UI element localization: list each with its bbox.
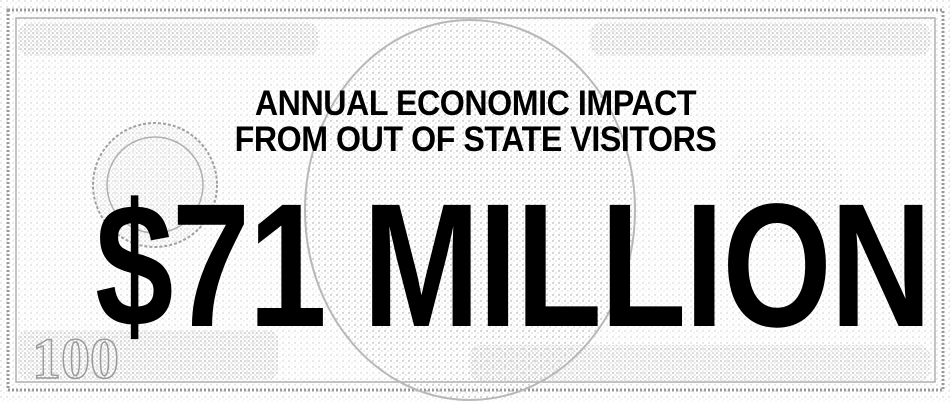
headline-line-2: FROM OUT OF STATE VISITORS — [234, 120, 717, 159]
svg-text:100: 100 — [32, 326, 119, 391]
headline-line-1: ANNUAL ECONOMIC IMPACT — [254, 84, 697, 123]
impact-amount: $71 MILLION — [95, 168, 932, 364]
headline: ANNUAL ECONOMIC IMPACT FROM OUT OF STATE… — [38, 86, 913, 158]
